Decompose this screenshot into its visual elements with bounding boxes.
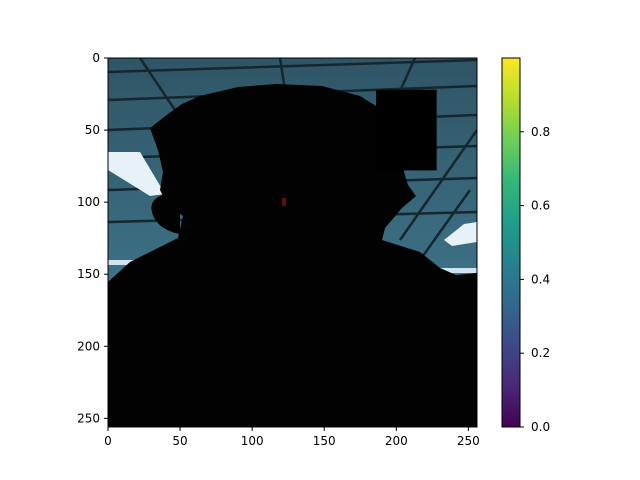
- y-tick-label: 100: [77, 195, 100, 209]
- occlusion-rect: [376, 89, 437, 171]
- x-tick-label: 150: [313, 434, 336, 448]
- y-tick-label: 250: [77, 411, 100, 425]
- colorbar: [502, 58, 520, 427]
- colorbar-tick-label: 0.0: [531, 420, 550, 434]
- colorbar-ticks: 0.0 0.2 0.4 0.6 0.8: [520, 125, 550, 434]
- y-axis-ticks: 0 50 100 150 200 250: [77, 51, 108, 425]
- y-tick-label: 0: [92, 51, 100, 65]
- y-tick-label: 50: [85, 123, 100, 137]
- y-tick-label: 200: [77, 339, 100, 353]
- image-panel: [108, 58, 477, 427]
- light-panel-right: [444, 222, 477, 246]
- x-tick-label: 200: [385, 434, 408, 448]
- x-tick-label: 0: [104, 434, 112, 448]
- glasses-reflection: [282, 198, 286, 206]
- colorbar-tick-label: 0.8: [531, 125, 550, 139]
- colorbar-tick-label: 0.6: [531, 199, 550, 213]
- light-strip-left: [108, 260, 148, 265]
- y-tick-label: 150: [77, 267, 100, 281]
- colorbar-tick-label: 0.2: [531, 346, 550, 360]
- x-tick-label: 100: [241, 434, 264, 448]
- x-tick-label: 50: [172, 434, 187, 448]
- colorbar-frame: [501, 57, 521, 428]
- x-tick-label: 250: [457, 434, 480, 448]
- light-panel-left: [108, 152, 165, 196]
- x-axis-ticks: 0 50 100 150 200 250: [104, 427, 480, 448]
- colorbar-tick-label: 0.4: [531, 272, 550, 286]
- light-strip-right: [440, 268, 477, 273]
- ear-left: [151, 193, 180, 234]
- image-axes-frame: [107, 57, 478, 428]
